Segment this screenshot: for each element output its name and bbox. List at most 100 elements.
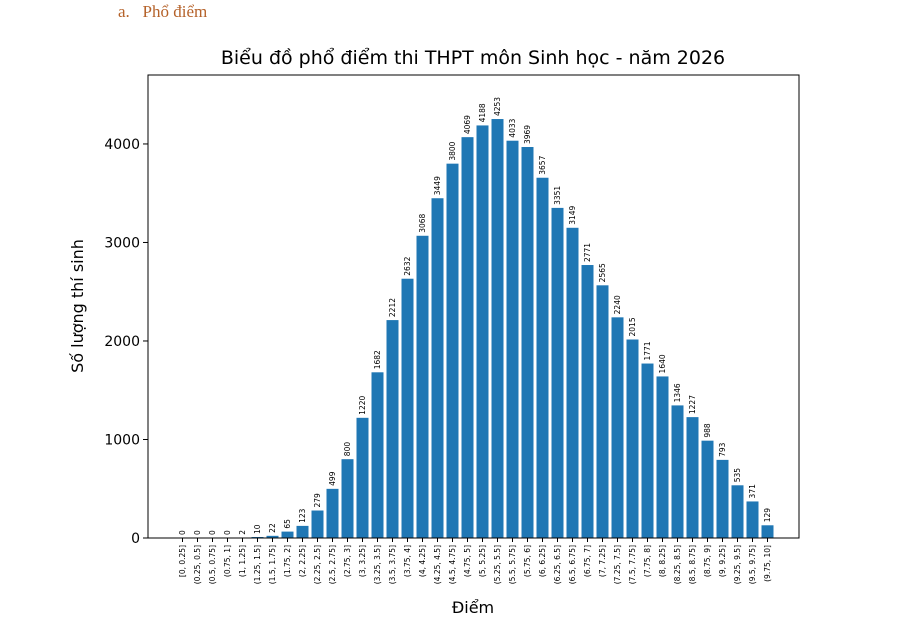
bar-value-label: 0	[193, 530, 202, 535]
x-tick-label: (9, 9.25]	[718, 545, 727, 577]
x-tick-label: (9.5, 9.75]	[748, 545, 757, 584]
bar-value-label: 3351	[553, 186, 562, 205]
x-tick-label: (1.25, 1.5]	[253, 545, 262, 584]
bar-value-label: 4253	[493, 97, 502, 116]
bar-value-label: 1220	[358, 396, 367, 415]
bar	[521, 147, 534, 538]
x-tick-label: (4.75, 5]	[463, 545, 472, 577]
bar-value-label: 1771	[643, 341, 652, 360]
bar	[296, 525, 309, 538]
y-tick-label: 4000	[104, 137, 140, 153]
x-tick-label: (8, 8.25]	[658, 545, 667, 577]
bar	[671, 405, 684, 538]
x-tick-label: (2.75, 3]	[343, 545, 352, 577]
y-tick-label: 1000	[104, 432, 140, 448]
chart-title: Biểu đồ phổ điểm thi THPT môn Sinh học -…	[221, 47, 725, 69]
bar	[641, 363, 654, 538]
bar-value-label: 3068	[418, 213, 427, 232]
bar-value-label: 4069	[463, 115, 472, 134]
bar	[401, 278, 414, 538]
x-tick-label: (0.5, 0.75]	[208, 545, 217, 584]
bar	[341, 459, 354, 538]
bar	[656, 376, 669, 538]
x-tick-label: (6.25, 6.5]	[553, 545, 562, 584]
x-tick-label: (7.75, 8]	[643, 545, 652, 577]
x-tick-label: (3.25, 3.5]	[373, 545, 382, 584]
x-tick-label: (8.25, 8.5]	[673, 545, 682, 584]
x-tick-label: (0.25, 0.5]	[193, 545, 202, 584]
bar-value-label: 129	[763, 508, 772, 523]
bar	[431, 198, 444, 538]
bar-value-label: 2015	[628, 317, 637, 336]
x-tick-label: (4, 4.25]	[418, 545, 427, 577]
bar	[746, 501, 759, 538]
bar	[611, 317, 624, 538]
bar	[551, 207, 564, 538]
bar-value-label: 2212	[388, 298, 397, 317]
x-tick-label: (2.25, 2.5]	[313, 545, 322, 584]
bar	[356, 417, 369, 538]
bar-value-label: 4033	[508, 118, 517, 137]
bar-value-label: 2	[238, 530, 247, 535]
bar	[626, 339, 639, 538]
bar	[566, 227, 579, 539]
bar-value-label: 535	[733, 468, 742, 483]
y-tick-label: 2000	[104, 334, 140, 350]
x-axis-label: Điểm	[452, 598, 494, 617]
bar-value-label: 65	[283, 519, 292, 529]
x-tick-label: (2, 2.25]	[298, 545, 307, 577]
y-axis-ticks: 0 1000 2000 3000 4000	[104, 137, 148, 547]
section-heading: a. Phổ điểm	[118, 2, 207, 22]
bar	[266, 535, 279, 538]
x-tick-label: (9.25, 9.5]	[733, 545, 742, 584]
bar-value-label: 793	[718, 442, 727, 457]
x-tick-label: (5.5, 5.75]	[508, 545, 517, 584]
x-tick-label: (6, 6.25]	[538, 545, 547, 577]
y-tick-label: 3000	[104, 235, 140, 251]
y-axis-label: Số lượng thí sinh	[68, 239, 87, 373]
bar-value-label: 3449	[433, 176, 442, 195]
y-tick-label: 0	[131, 531, 140, 547]
bar-value-label: 2565	[598, 263, 607, 282]
bar	[761, 525, 774, 538]
x-tick-label: (4.5, 4.75]	[448, 545, 457, 584]
bar	[311, 510, 324, 538]
bar-value-label: 800	[343, 442, 352, 457]
bar-value-label: 499	[328, 471, 337, 486]
bar-value-label: 22	[268, 523, 277, 533]
section-heading-marker: a.	[118, 2, 130, 21]
bar-value-label: 0	[208, 530, 217, 535]
bar-value-label: 1682	[373, 350, 382, 369]
x-tick-label: (3.75, 4]	[403, 545, 412, 577]
bar-value-label: 2771	[583, 243, 592, 262]
x-tick-label: (3, 3.25]	[358, 545, 367, 577]
x-tick-label: (1.75, 2]	[283, 545, 292, 577]
x-tick-label: (1.5, 1.75]	[268, 545, 277, 584]
section-heading-text: Phổ điểm	[142, 2, 208, 21]
x-tick-label: (9.75, 10]	[763, 545, 772, 582]
bar-value-label: 279	[313, 493, 322, 508]
x-axis-ticks: [0, 0.25] (0.25, 0.5] (0.5, 0.75] (0.75, 1]…	[178, 538, 772, 584]
x-tick-label: [0, 0.25]	[178, 545, 187, 577]
bar-value-label: 10	[253, 524, 262, 534]
x-tick-label: (5, 5.25]	[478, 545, 487, 577]
bar-value-label: 3657	[538, 155, 547, 174]
bar	[476, 125, 489, 539]
x-tick-label: (7.25, 7.5]	[613, 545, 622, 584]
x-tick-label: (6.75, 7]	[583, 545, 592, 577]
x-tick-label: (0.75, 1]	[223, 545, 232, 577]
data-labels: 0 0 0 0 2 10 22 65 123 279 499 800 1220 1682 2212 2632 3…	[178, 97, 772, 535]
bar-value-label: 123	[298, 508, 307, 523]
bar	[371, 372, 384, 538]
bar	[536, 177, 549, 539]
bars	[236, 119, 774, 539]
bar-value-label: 2632	[403, 256, 412, 275]
bar	[596, 285, 609, 538]
x-tick-label: (6.5, 6.75]	[568, 545, 577, 584]
x-tick-label: (4.25, 4.5]	[433, 545, 442, 584]
bar-value-label: 2240	[613, 295, 622, 314]
bar-value-label: 1227	[688, 395, 697, 414]
x-tick-label: (3.5, 3.75]	[388, 545, 397, 584]
bar-value-label: 371	[748, 484, 757, 499]
bar	[326, 488, 339, 538]
